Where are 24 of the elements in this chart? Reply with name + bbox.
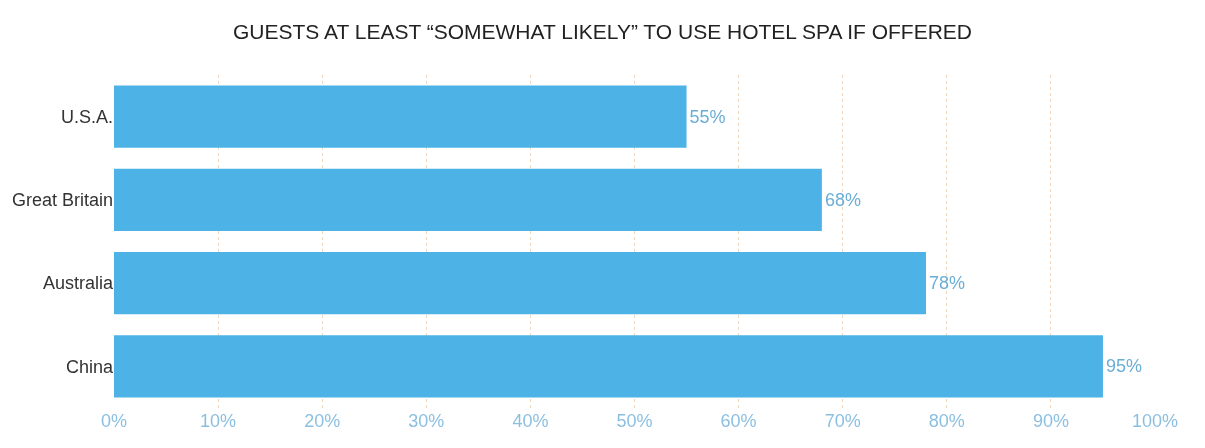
x-tick-label: 60% [720,411,757,431]
data-label: 78% [928,273,966,294]
data-label: 55% [689,106,726,127]
bar [114,251,926,315]
data-label: 68% [824,189,861,210]
x-tick-label: 70% [824,411,861,431]
x-tick-label: 10% [200,411,237,431]
y-tick-label: Australia [42,273,114,294]
data-label: 95% [1105,356,1142,377]
x-tick-label: 40% [512,411,549,431]
x-tick-label: 50% [616,411,653,431]
y-tick-label: China [65,356,114,377]
x-tick-label: 0% [100,411,128,431]
x-tick-label: 90% [1032,411,1069,431]
y-tick-label: Great Britain [11,190,113,211]
x-tick-label: 30% [408,411,445,431]
bar [114,85,687,148]
x-tick-label: 100% [1131,411,1179,431]
y-tick-label: U.S.A. [60,106,113,127]
bar [114,335,1103,398]
chart-title: GUESTS AT LEAST “SOMEWHAT LIKELY” TO USE HOTEL SPA IF OFFERED [232,19,973,43]
x-tick-label: 20% [304,411,341,431]
bar [114,168,822,232]
x-tick-label: 80% [928,411,965,431]
